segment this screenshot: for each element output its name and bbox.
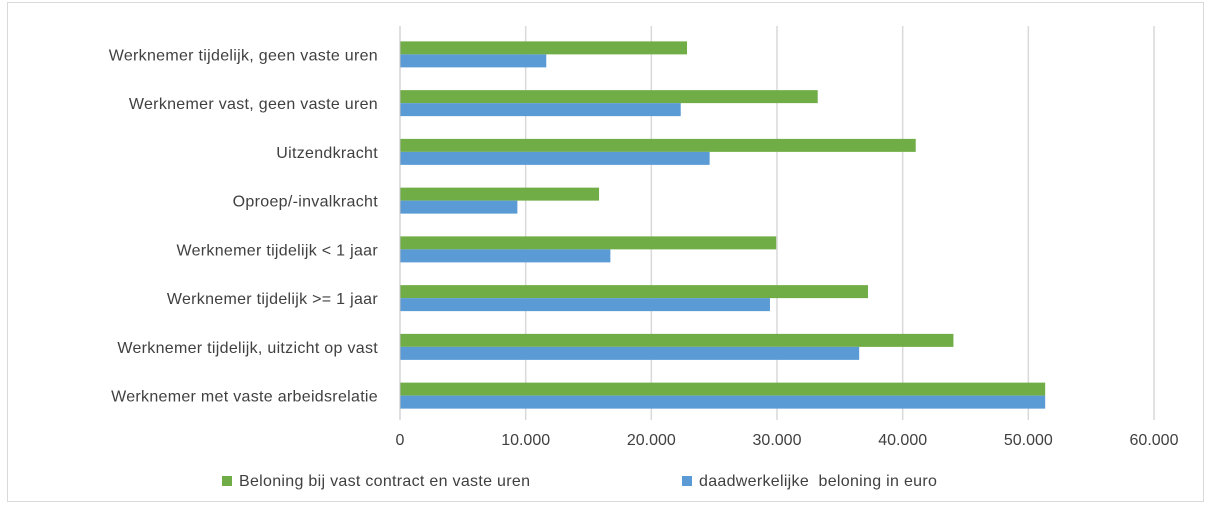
bar-daadwerkelijk-2 (400, 151, 710, 165)
category-label: Werknemer tijdelijk, uitzicht op vast (117, 340, 378, 357)
x-tick-label: 50.000 (1004, 432, 1053, 449)
bar-beloning-vast-5 (400, 285, 868, 299)
x-tick-label: 60.000 (1130, 432, 1179, 449)
x-tick-label: 40.000 (878, 432, 927, 449)
bar-daadwerkelijk-5 (400, 298, 770, 312)
category-label: Werknemer tijdelijk, geen vaste uren (109, 47, 378, 64)
bar-daadwerkelijk-7 (400, 395, 1046, 409)
bar-beloning-vast-6 (400, 333, 954, 347)
category-label: Oproep/-invalkracht (233, 194, 379, 211)
bars (400, 41, 1046, 409)
bar-daadwerkelijk-4 (400, 249, 611, 263)
bar-beloning-vast-3 (400, 187, 600, 201)
x-tick-label: 10.000 (501, 432, 550, 449)
category-label: Werknemer met vaste arbeidsrelatie (111, 389, 378, 406)
legend-swatch-0 (222, 476, 232, 486)
bar-beloning-vast-0 (400, 41, 688, 55)
category-label: Werknemer vast, geen vaste uren (129, 96, 378, 113)
bar-daadwerkelijk-0 (400, 54, 547, 68)
legend: Beloning bij vast contract en vaste uren… (222, 473, 937, 490)
category-labels: Werknemer tijdelijk, geen vaste uren Werk… (109, 47, 379, 406)
legend-label-1: daadwerkelijke beloning in euro (699, 473, 937, 490)
category-label: Werknemer tijdelijk >= 1 jaar (167, 291, 379, 308)
bar-daadwerkelijk-3 (400, 200, 518, 214)
bar-daadwerkelijk-6 (400, 346, 860, 360)
bar-beloning-vast-4 (400, 236, 777, 250)
x-tick-labels: 0 10.000 20.000 30.000 40.000 50.000 60.000 (396, 432, 1179, 449)
bar-daadwerkelijk-1 (400, 103, 681, 117)
legend-swatch-1 (682, 476, 692, 486)
bar-beloning-vast-1 (400, 90, 818, 104)
legend-label-0: Beloning bij vast contract en vaste uren (239, 473, 530, 490)
gridlines (399, 26, 1155, 420)
bar-beloning-vast-7 (400, 382, 1046, 396)
x-tick-label: 20.000 (627, 432, 676, 449)
category-label: Uitzendkracht (276, 145, 378, 162)
category-label: Werknemer tijdelijk < 1 jaar (176, 242, 378, 259)
x-tick-label: 0 (396, 432, 405, 449)
x-tick-label: 30.000 (753, 432, 802, 449)
bar-beloning-vast-2 (400, 138, 916, 152)
